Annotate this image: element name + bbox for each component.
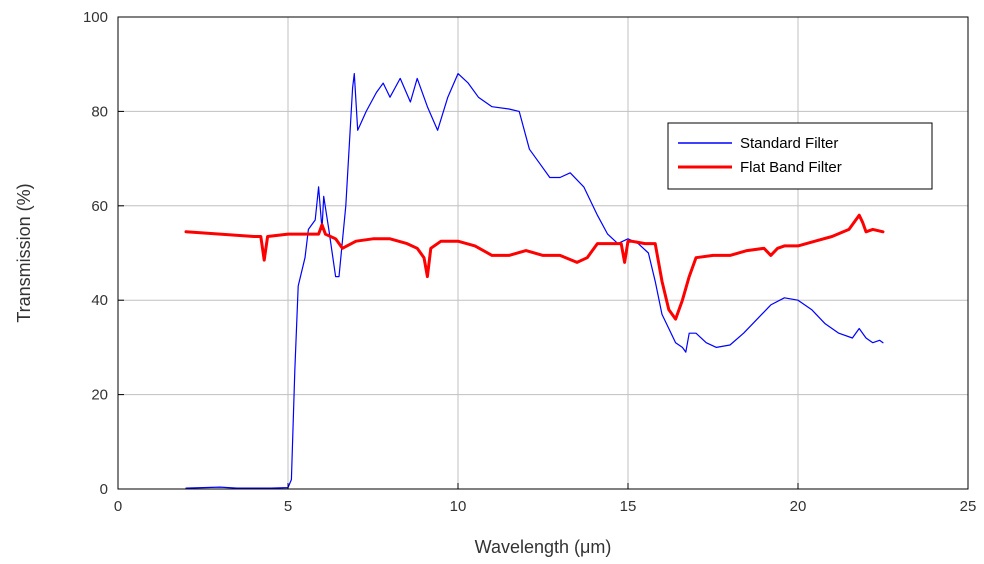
grid-layer: [118, 17, 968, 489]
y-tick-label: 20: [91, 387, 108, 404]
tick-layer: 0 5 10 15 20 25 0 20 40 60 80 100: [83, 9, 976, 515]
legend-label-flat-band-filter: Flat Band Filter: [740, 159, 842, 176]
y-tick-label: 0: [100, 481, 108, 498]
y-tick-label: 100: [83, 9, 108, 26]
x-axis-label: Wavelength (μm): [475, 537, 612, 557]
y-tick-label: 60: [91, 198, 108, 215]
x-tick-label: 5: [284, 498, 292, 515]
x-tick-label: 25: [960, 498, 977, 515]
series-line-flat-band-filter: [184, 213, 885, 321]
y-axis-label: Transmission (%): [14, 183, 34, 322]
x-tick-label: 0: [114, 498, 122, 515]
x-tick-label: 10: [450, 498, 467, 515]
legend-box: [667, 122, 933, 190]
series-line-standard-filter: [185, 72, 884, 489]
series-layer: [184, 72, 885, 489]
legend-label-standard-filter: Standard Filter: [740, 135, 838, 152]
plot-background: [118, 17, 968, 489]
legend: Standard Filter Flat Band Filter: [667, 122, 933, 190]
y-tick-label: 40: [91, 292, 108, 309]
y-tick-label: 80: [91, 103, 108, 120]
plot-frame: [117, 16, 969, 490]
x-tick-label: 20: [790, 498, 807, 515]
x-tick-label: 15: [620, 498, 637, 515]
